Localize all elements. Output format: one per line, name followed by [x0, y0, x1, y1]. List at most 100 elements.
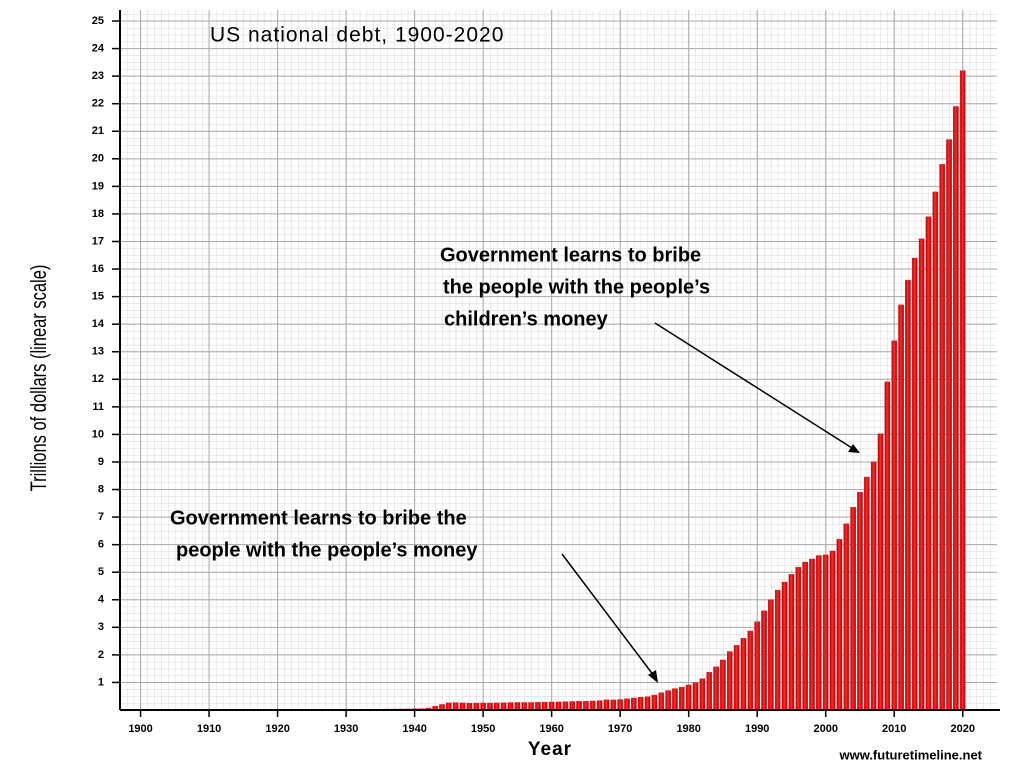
bar	[816, 555, 822, 711]
bar	[720, 659, 726, 711]
x-tick-label: 1910	[197, 723, 221, 735]
bar	[877, 433, 884, 711]
x-tick-label: 1920	[265, 723, 289, 735]
arrow-head	[648, 670, 658, 683]
y-tick-label: 15	[92, 291, 104, 303]
bar	[480, 702, 486, 711]
bar	[726, 651, 733, 711]
x-tick-label: 1990	[745, 723, 769, 735]
bar	[637, 696, 644, 711]
bar	[494, 702, 500, 711]
bar	[596, 700, 603, 711]
bar	[514, 702, 521, 711]
bar	[459, 702, 466, 711]
bar	[911, 257, 918, 711]
bar	[822, 554, 829, 711]
bar	[774, 589, 781, 711]
annotation-line: Government learns to bribe	[440, 244, 701, 266]
y-tick-label: 7	[98, 511, 104, 523]
bar	[754, 621, 760, 711]
bar	[946, 139, 952, 711]
y-tick-label: 2	[98, 649, 104, 661]
x-tick-label: 1940	[402, 723, 426, 735]
bar	[562, 701, 569, 711]
bar	[583, 700, 589, 711]
bar	[939, 164, 945, 711]
y-tick-label: 5	[98, 566, 104, 578]
bar	[535, 702, 541, 711]
chart-title: US national debt, 1900-2020	[210, 24, 504, 47]
bar	[870, 461, 877, 711]
bar	[692, 682, 699, 711]
arrow	[654, 322, 853, 449]
annotation: Government learns to bribe the people wi…	[440, 244, 860, 453]
bar	[699, 678, 706, 711]
x-tick-label: 2010	[882, 723, 906, 735]
x-tick-label: 1980	[676, 723, 700, 735]
annotation-line: children’s money	[444, 308, 609, 330]
bar	[733, 645, 740, 711]
bar	[836, 538, 843, 711]
y-tick-label: 3	[98, 621, 104, 633]
bar	[658, 692, 665, 711]
y-tick-label: 18	[92, 208, 104, 220]
bar	[864, 476, 870, 711]
bar	[713, 666, 719, 711]
bar	[857, 491, 863, 711]
bar	[925, 216, 932, 711]
bar	[905, 279, 911, 711]
y-tick-label: 17	[92, 235, 104, 247]
bar	[679, 686, 685, 711]
bar	[576, 701, 582, 711]
bar	[843, 523, 850, 711]
bar	[959, 70, 966, 711]
bar	[487, 702, 493, 711]
y-axis-label: Trillions of dollars (linear scale)	[27, 265, 52, 492]
bar	[528, 702, 534, 711]
y-tick-label: 21	[92, 125, 104, 137]
x-tick-label: 1960	[539, 723, 563, 735]
bar	[953, 106, 959, 711]
bar	[898, 304, 904, 711]
bar	[624, 698, 630, 711]
bar	[829, 550, 836, 711]
bar	[610, 699, 617, 711]
bar	[644, 696, 651, 711]
bar	[541, 701, 548, 711]
x-tick-label: 1930	[334, 723, 358, 735]
bar	[665, 690, 671, 711]
bar	[589, 700, 596, 711]
bar	[507, 702, 514, 711]
y-tick-label: 12	[92, 373, 104, 385]
bar	[802, 561, 808, 711]
y-tick-label: 20	[92, 153, 104, 165]
bar	[521, 702, 528, 711]
bar	[809, 558, 815, 711]
y-tick-label: 4	[98, 594, 105, 606]
bar	[781, 581, 788, 711]
y-tick-label: 19	[92, 180, 104, 192]
y-tick-label: 13	[92, 346, 104, 358]
bar	[788, 574, 795, 711]
bar	[617, 699, 623, 711]
bar	[555, 701, 562, 711]
bar	[446, 702, 452, 711]
arrow	[561, 553, 655, 677]
y-tick-label: 1	[98, 676, 104, 688]
bar	[651, 694, 658, 711]
annotation-line: the people with the people’s	[443, 276, 710, 298]
y-tick-label: 9	[98, 456, 104, 468]
bar	[452, 702, 459, 711]
x-tick-label: 1950	[471, 723, 495, 735]
bar	[466, 702, 473, 711]
bar	[891, 340, 898, 711]
y-tick-label: 6	[98, 539, 104, 551]
y-tick-label: 10	[92, 428, 104, 440]
bar	[747, 630, 754, 711]
y-tick-label: 22	[92, 98, 104, 110]
annotation-line: people with the people’s money	[176, 539, 478, 561]
x-tick-label: 1900	[128, 723, 152, 735]
bar	[918, 238, 925, 711]
bar	[932, 191, 939, 711]
